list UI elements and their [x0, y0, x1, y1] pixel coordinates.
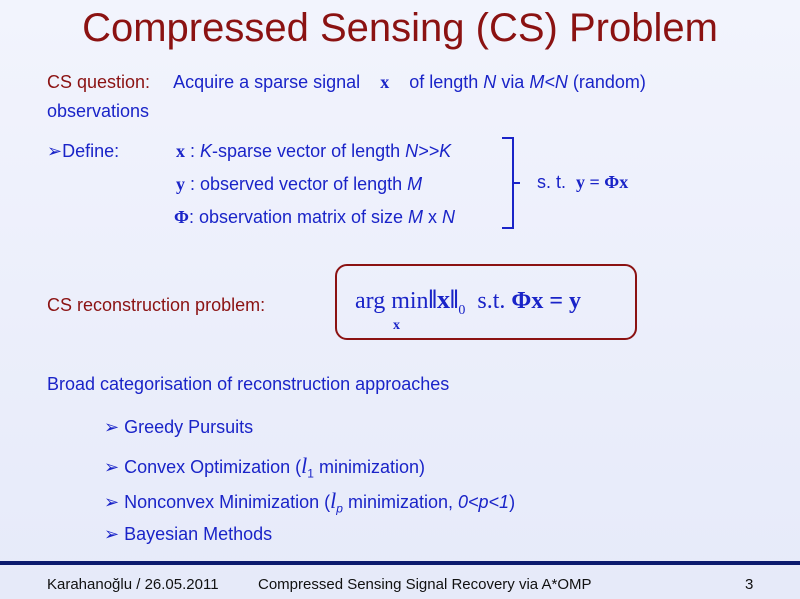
cs-question-label: CS question:	[47, 72, 151, 92]
cs-question-text: Acquire a sparse signal x of length N vi…	[173, 72, 646, 92]
footer-talk-title: Compressed Sensing Signal Recovery via A…	[258, 576, 592, 593]
bullet-convex: ➢ Convex Optimization (l1 minimization)	[104, 453, 426, 481]
reconstruction-formula-box	[335, 264, 637, 340]
slide-title: Compressed Sensing (CS) Problem	[82, 6, 718, 50]
arrow-bullet-icon: ➢	[104, 492, 125, 512]
define-item-x: x : K-sparse vector of length N>>K	[176, 141, 452, 161]
page-number: 3	[745, 576, 754, 593]
bullet-bayesian: ➢ Bayesian Methods	[104, 524, 273, 544]
reconstruction-label: CS reconstruction problem:	[47, 295, 266, 315]
broad-heading: Broad categorisation of reconstruction a…	[47, 374, 450, 394]
cs-question: CS question: Acquire a sparse signal x o…	[47, 72, 646, 93]
arrow-bullet-icon: ➢	[104, 417, 125, 437]
footer-author: Karahanoğlu / 26.05.2011	[47, 576, 219, 593]
bullet-greedy: ➢ Greedy Pursuits	[104, 417, 254, 437]
arrow-bullet-icon: ➢	[104, 524, 125, 544]
argmin-subscript: x	[393, 318, 400, 333]
reconstruction-formula: arg min‖x‖0 s.t. Φx = y	[355, 285, 581, 318]
footer-divider	[0, 561, 800, 565]
define-label: ➢Define:	[47, 141, 120, 161]
right-brace	[502, 137, 520, 229]
define-item-y: y : observed vector of length M	[176, 174, 423, 194]
constraint: s. t. y = Φx	[537, 172, 629, 192]
arrow-bullet-icon: ➢	[104, 457, 125, 477]
cs-question-line2: observations	[47, 101, 150, 121]
define-item-phi: Φ: observation matrix of size M x N	[174, 207, 456, 227]
bullet-nonconvex: ➢ Nonconvex Minimization (lp minimizatio…	[104, 488, 516, 516]
